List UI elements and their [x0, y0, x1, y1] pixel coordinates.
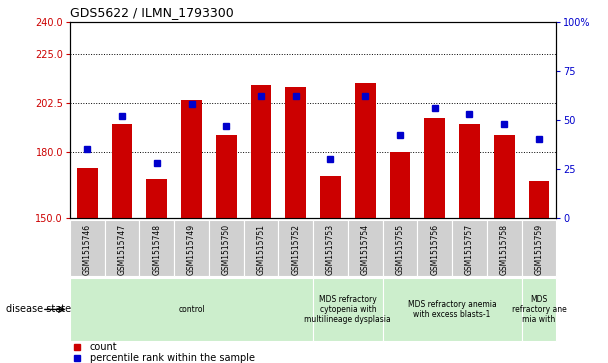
- Bar: [77, 168, 98, 218]
- Bar: [452, 220, 487, 276]
- Bar: [147, 179, 167, 218]
- Bar: [487, 220, 522, 276]
- Text: control: control: [178, 305, 205, 314]
- Bar: [70, 220, 105, 276]
- Text: count: count: [90, 342, 117, 352]
- Bar: [528, 181, 550, 218]
- Text: GSM1515756: GSM1515756: [430, 224, 439, 275]
- Text: GSM1515746: GSM1515746: [83, 224, 92, 275]
- Text: MDS refractory anemia
with excess blasts-1: MDS refractory anemia with excess blasts…: [408, 300, 497, 319]
- Text: GSM1515751: GSM1515751: [257, 224, 266, 275]
- Text: GSM1515749: GSM1515749: [187, 224, 196, 275]
- Text: GSM1515753: GSM1515753: [326, 224, 335, 275]
- Text: GSM1515757: GSM1515757: [465, 224, 474, 275]
- Bar: [278, 220, 313, 276]
- Bar: [424, 118, 445, 218]
- Bar: [348, 220, 382, 276]
- Bar: [313, 220, 348, 276]
- Bar: [320, 176, 341, 218]
- Text: MDS refractory
cytopenia with
multilineage dysplasia: MDS refractory cytopenia with multilinea…: [305, 294, 391, 325]
- Bar: [181, 100, 202, 218]
- Bar: [209, 220, 244, 276]
- Text: GSM1515754: GSM1515754: [361, 224, 370, 275]
- Bar: [494, 135, 514, 218]
- Bar: [417, 220, 452, 276]
- Text: MDS
refractory ane
mia with: MDS refractory ane mia with: [511, 294, 566, 325]
- Bar: [250, 85, 271, 218]
- Bar: [70, 278, 313, 341]
- Text: GSM1515748: GSM1515748: [152, 224, 161, 275]
- Bar: [216, 135, 237, 218]
- Bar: [112, 124, 133, 218]
- Text: GSM1515755: GSM1515755: [395, 224, 404, 275]
- Text: GSM1515747: GSM1515747: [117, 224, 126, 275]
- Text: disease state: disease state: [6, 305, 71, 314]
- Bar: [174, 220, 209, 276]
- Bar: [244, 220, 278, 276]
- Text: GSM1515750: GSM1515750: [222, 224, 231, 275]
- Text: GSM1515752: GSM1515752: [291, 224, 300, 275]
- Bar: [390, 152, 410, 218]
- Text: GSM1515759: GSM1515759: [534, 224, 544, 275]
- Text: percentile rank within the sample: percentile rank within the sample: [90, 353, 255, 363]
- Bar: [313, 278, 382, 341]
- Bar: [522, 220, 556, 276]
- Bar: [139, 220, 174, 276]
- Bar: [382, 278, 522, 341]
- Text: GDS5622 / ILMN_1793300: GDS5622 / ILMN_1793300: [70, 6, 233, 19]
- Bar: [522, 278, 556, 341]
- Bar: [459, 124, 480, 218]
- Bar: [355, 83, 376, 218]
- Bar: [105, 220, 139, 276]
- Bar: [382, 220, 417, 276]
- Bar: [285, 87, 306, 218]
- Text: GSM1515758: GSM1515758: [500, 224, 509, 275]
